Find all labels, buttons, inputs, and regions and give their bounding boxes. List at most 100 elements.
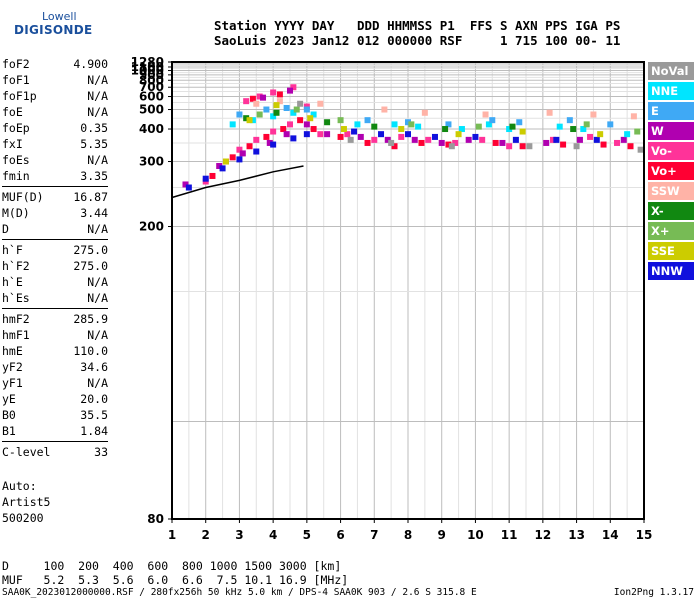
- data-point: [337, 133, 344, 140]
- data-point: [546, 109, 553, 116]
- parameter-name: hmF2: [2, 312, 30, 326]
- data-point: [253, 148, 260, 155]
- footer: SAA0K_2023012000000.RSF / 280fx256h 50 k…: [2, 587, 698, 598]
- parameter-value: N/A: [87, 275, 108, 289]
- parameter-row: MUF(D) 16.87: [2, 189, 108, 205]
- data-point: [492, 139, 499, 146]
- data-point: [337, 117, 344, 124]
- data-point: [270, 89, 277, 96]
- parameter-row: yF2 34.6: [2, 359, 108, 375]
- data-point: [256, 93, 263, 100]
- x-tick-label: 3: [235, 528, 243, 542]
- logo-product: DIGISONDE: [14, 23, 93, 37]
- data-point: [398, 133, 405, 140]
- parameter-row: foEp 0.35: [2, 120, 108, 136]
- data-point: [630, 113, 637, 120]
- y-tick-label: 200: [139, 220, 164, 234]
- series-noval: [297, 100, 644, 153]
- data-point: [287, 121, 293, 128]
- data-point: [263, 106, 270, 113]
- legend-item: E: [648, 102, 694, 120]
- parameter-row: foE N/A: [2, 104, 108, 120]
- data-point: [219, 165, 226, 172]
- data-point: [442, 126, 449, 133]
- data-point: [253, 136, 260, 143]
- data-point: [543, 139, 550, 146]
- data-point: [283, 131, 290, 138]
- data-point: [448, 143, 455, 150]
- y-tick-label: 300: [139, 155, 164, 169]
- parameter-row: h`F 275.0: [2, 242, 108, 258]
- parameter-value: N/A: [87, 73, 108, 87]
- x-tick-label: 13: [568, 528, 585, 542]
- y-tick-label: 800: [139, 73, 164, 87]
- x-tick-label: 15: [636, 528, 653, 542]
- parameter-name: fxI: [2, 137, 23, 151]
- data-point: [475, 123, 482, 130]
- muf-frequency-row: MUF 5.2 5.3 5.6 6.0 6.6 7.5 10.1 16.9 [M…: [2, 573, 349, 587]
- data-point: [357, 133, 364, 140]
- data-point: [310, 111, 317, 118]
- parameter-name: h`E: [2, 275, 23, 289]
- data-point: [266, 139, 273, 146]
- data-point: [347, 136, 354, 143]
- data-point: [526, 143, 533, 150]
- data-point: [222, 158, 229, 165]
- footer-file-info: SAA0K_2023012000000.RSF / 280fx256h 50 k…: [2, 587, 477, 598]
- parameter-value: 285.9: [73, 312, 108, 326]
- data-point: [627, 143, 634, 150]
- y-tick-label: 700: [139, 80, 164, 94]
- series-vo-: [209, 91, 634, 179]
- autoscaling-info: Auto: Artist5 500200: [2, 478, 50, 526]
- data-point: [354, 121, 361, 128]
- x-tick-label: 9: [438, 528, 446, 542]
- data-point: [378, 131, 385, 138]
- parameter-name: foEs: [2, 153, 30, 167]
- parameter-name: yF1: [2, 376, 23, 390]
- parameter-value: 34.6: [80, 360, 108, 374]
- series-sse: [222, 102, 604, 165]
- parameter-value: N/A: [87, 89, 108, 103]
- data-point: [421, 109, 428, 116]
- y-tick-label: 400: [139, 122, 164, 136]
- parameter-value: N/A: [87, 291, 108, 305]
- x-tick-label: 1: [168, 528, 176, 542]
- data-point: [256, 111, 263, 118]
- parameter-value: 275.0: [73, 243, 108, 257]
- parameter-row: h`E N/A: [2, 274, 108, 290]
- data-point: [445, 141, 452, 148]
- data-point: [364, 139, 371, 146]
- x-tick-label: 7: [370, 528, 378, 542]
- parameter-name: h`F2: [2, 259, 30, 273]
- parameter-value: 35.5: [80, 408, 108, 422]
- parameter-name: D: [2, 222, 9, 236]
- parameter-value: N/A: [87, 105, 108, 119]
- parameter-value: 4.900: [73, 57, 108, 71]
- parameter-name: yE: [2, 392, 16, 406]
- data-point: [516, 119, 523, 126]
- parameter-name: foF1: [2, 73, 30, 87]
- data-point: [290, 109, 297, 116]
- data-point: [287, 87, 293, 94]
- parameter-value: N/A: [87, 222, 108, 236]
- parameter-name: B0: [2, 408, 16, 422]
- parameter-divider: [2, 308, 108, 309]
- header-line-2: SaoLuis 2023 Jan12 012 000000 RSF 1 715 …: [214, 33, 621, 48]
- data-point: [371, 136, 378, 143]
- data-point: [580, 126, 587, 133]
- series-x-: [243, 109, 577, 133]
- parameter-row: h`Es N/A: [2, 290, 108, 306]
- parameter-name: h`F: [2, 243, 23, 257]
- data-point: [351, 128, 358, 135]
- x-tick-label: 2: [202, 528, 210, 542]
- logo-brand: Lowell: [42, 10, 77, 23]
- data-point: [253, 100, 260, 107]
- legend-item: Vo+: [648, 162, 694, 180]
- x-tick-label: 14: [602, 528, 619, 542]
- parameter-row: B0 35.5: [2, 407, 108, 423]
- chart-marks: [171, 84, 644, 199]
- parameter-name: foE: [2, 105, 23, 119]
- parameter-row: B1 1.84: [2, 423, 108, 439]
- data-point: [310, 126, 317, 133]
- station-header: Station YYYY DAY DDD HHMMSS P1 FFS S AXN…: [214, 18, 620, 48]
